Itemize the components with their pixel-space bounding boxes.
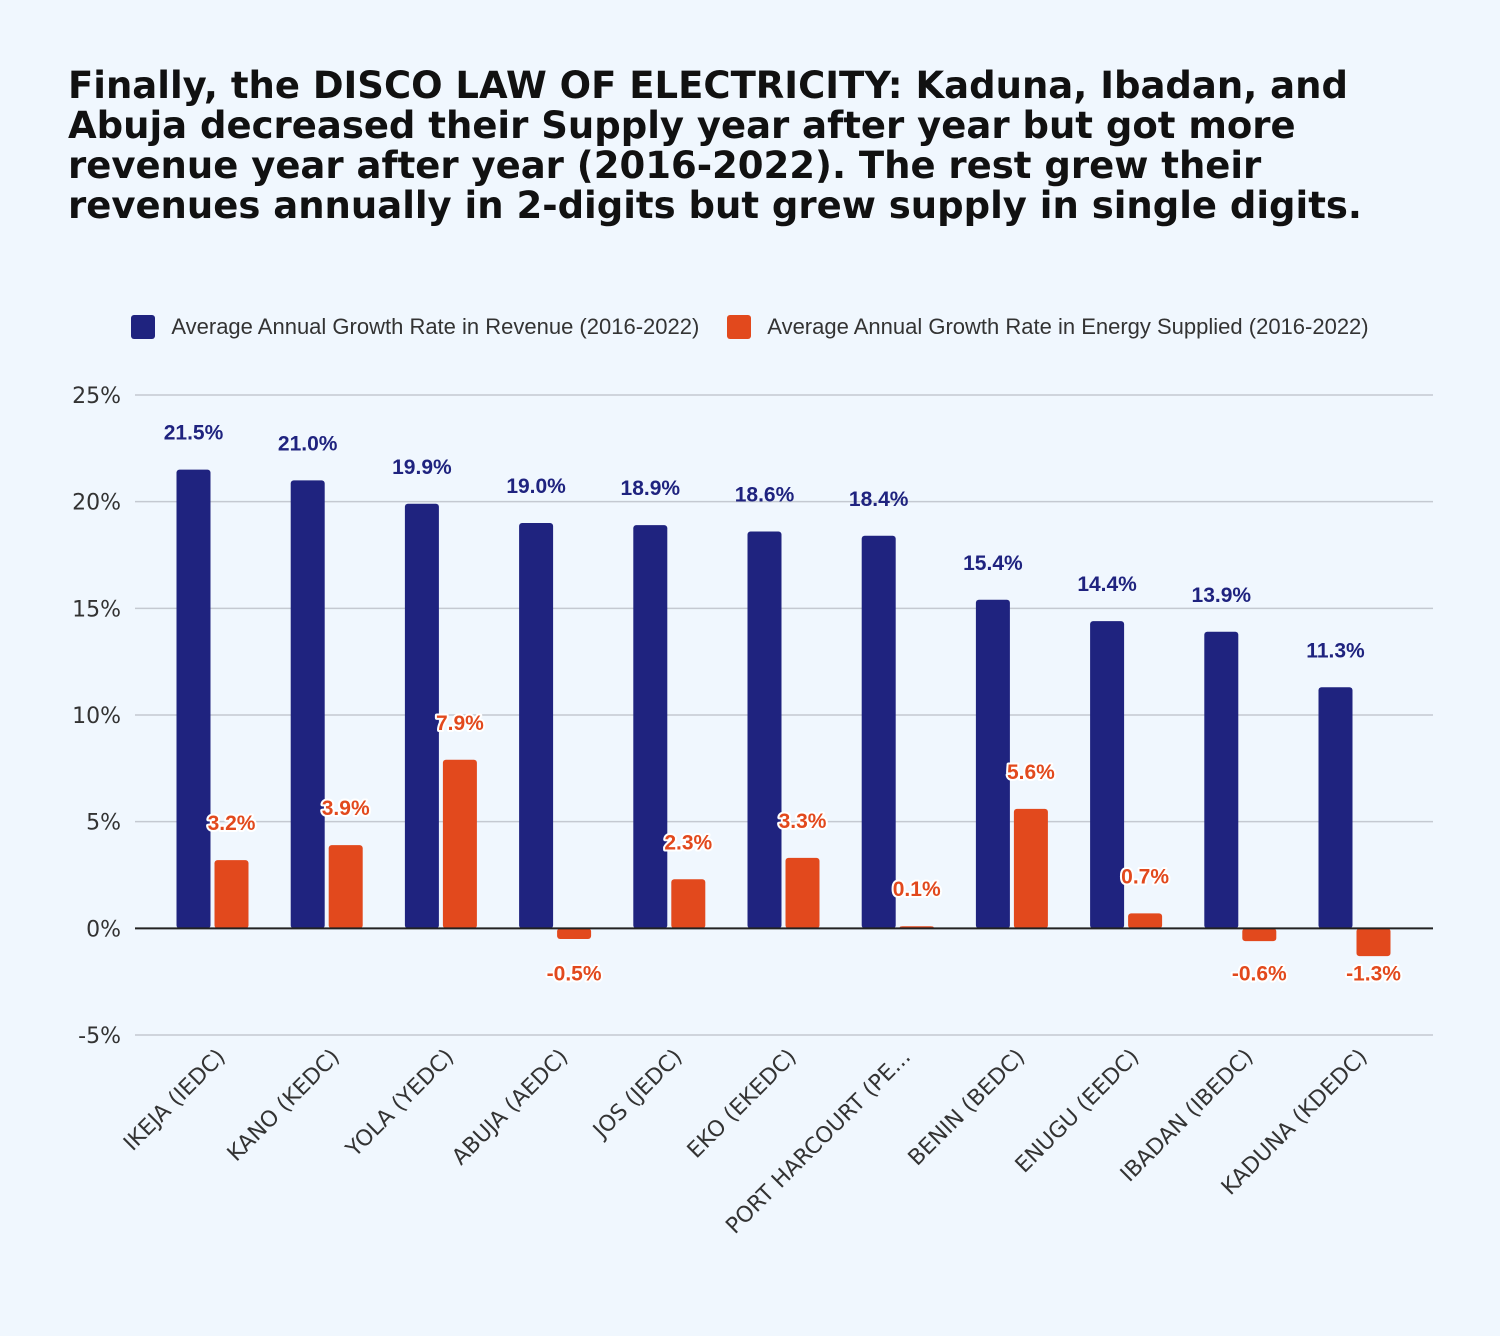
supply-data-label: 0.1% bbox=[893, 878, 941, 901]
supply-data-label: 0.7% bbox=[1121, 865, 1169, 888]
legend-label-revenue: Average Annual Growth Rate in Revenue (2… bbox=[171, 314, 700, 339]
revenue-bar bbox=[404, 503, 439, 929]
supply-bar bbox=[328, 845, 363, 929]
supply-data-label: 3.9% bbox=[322, 797, 370, 820]
x-tick-label: YOLA (YEDC) bbox=[341, 1045, 459, 1163]
supply-bar bbox=[1356, 928, 1391, 957]
x-tick-label: EKO (EKEDC) bbox=[683, 1045, 802, 1164]
supply-bar bbox=[1242, 928, 1277, 942]
y-tick-label: 5% bbox=[86, 811, 121, 836]
revenue-bar bbox=[1204, 631, 1239, 929]
supply-data-label: -1.3% bbox=[1346, 962, 1401, 985]
revenue-data-label: 21.0% bbox=[278, 432, 338, 455]
x-tick-label: IKEJA (IEDC) bbox=[119, 1045, 231, 1157]
revenue-bar bbox=[1090, 621, 1125, 929]
revenue-data-label: 21.5% bbox=[164, 422, 224, 445]
y-tick-label: 10% bbox=[72, 704, 121, 729]
revenue-data-label: 13.9% bbox=[1192, 584, 1252, 607]
legend-swatch-supply bbox=[727, 315, 752, 339]
y-tick-label: 15% bbox=[72, 597, 121, 622]
revenue-data-label: 14.4% bbox=[1077, 573, 1137, 596]
revenue-bar bbox=[1318, 687, 1353, 929]
revenue-data-label: 15.4% bbox=[963, 552, 1023, 575]
x-tick-label: BENIN (BEDC) bbox=[904, 1045, 1030, 1171]
supply-bar bbox=[557, 928, 592, 939]
supply-data-label: 3.3% bbox=[779, 810, 827, 833]
x-tick-label: JOS (JEDC) bbox=[587, 1045, 687, 1145]
supply-data-label: -0.5% bbox=[547, 962, 602, 985]
y-tick-label: -5% bbox=[78, 1024, 121, 1049]
legend-item-revenue[interactable]: Average Annual Growth Rate in Revenue (2… bbox=[131, 314, 699, 340]
x-tick-label: PORT HARCOURT (PE... bbox=[721, 1045, 916, 1240]
supply-bar bbox=[1128, 913, 1163, 929]
revenue-data-label: 18.6% bbox=[735, 484, 795, 507]
revenue-bar bbox=[747, 531, 782, 929]
revenue-bar bbox=[519, 523, 554, 929]
x-tick-label: ENUGU (EEDC) bbox=[1011, 1045, 1145, 1179]
supply-bar bbox=[785, 857, 820, 929]
chart-title: Finally, the DISCO LAW OF ELECTRICITY: K… bbox=[68, 64, 1362, 227]
supply-data-label: -0.6% bbox=[1232, 962, 1287, 985]
legend-label-supply: Average Annual Growth Rate in Energy Sup… bbox=[767, 314, 1369, 339]
revenue-bar bbox=[975, 599, 1010, 929]
revenue-bar bbox=[176, 469, 211, 929]
x-tick-label: ABUJA (AEDC) bbox=[448, 1045, 574, 1171]
legend: Average Annual Growth Rate in Revenue (2… bbox=[0, 312, 1500, 342]
y-tick-label: 20% bbox=[72, 491, 121, 516]
y-tick-label: 25% bbox=[72, 384, 121, 409]
supply-data-label: 5.6% bbox=[1007, 761, 1055, 784]
revenue-data-label: 18.9% bbox=[621, 477, 681, 500]
supply-bar bbox=[671, 879, 706, 929]
revenue-data-label: 11.3% bbox=[1306, 639, 1365, 662]
revenue-bar bbox=[290, 480, 325, 929]
revenue-bar bbox=[633, 525, 668, 929]
y-tick-label: 0% bbox=[86, 917, 121, 942]
legend-item-supply[interactable]: Average Annual Growth Rate in Energy Sup… bbox=[727, 314, 1369, 340]
x-tick-label: KANO (KEDC) bbox=[223, 1045, 345, 1167]
supply-bar bbox=[1013, 808, 1048, 929]
supply-bar bbox=[214, 860, 249, 929]
revenue-data-label: 19.0% bbox=[506, 475, 566, 498]
supply-data-label: 7.9% bbox=[436, 712, 484, 735]
supply-data-label: 2.3% bbox=[664, 831, 712, 854]
supply-bar bbox=[442, 759, 477, 929]
supply-data-label: 3.2% bbox=[208, 812, 256, 835]
revenue-data-label: 18.4% bbox=[849, 488, 909, 511]
legend-swatch-revenue bbox=[131, 315, 156, 339]
revenue-bar bbox=[861, 535, 896, 929]
revenue-data-label: 19.9% bbox=[392, 456, 452, 479]
